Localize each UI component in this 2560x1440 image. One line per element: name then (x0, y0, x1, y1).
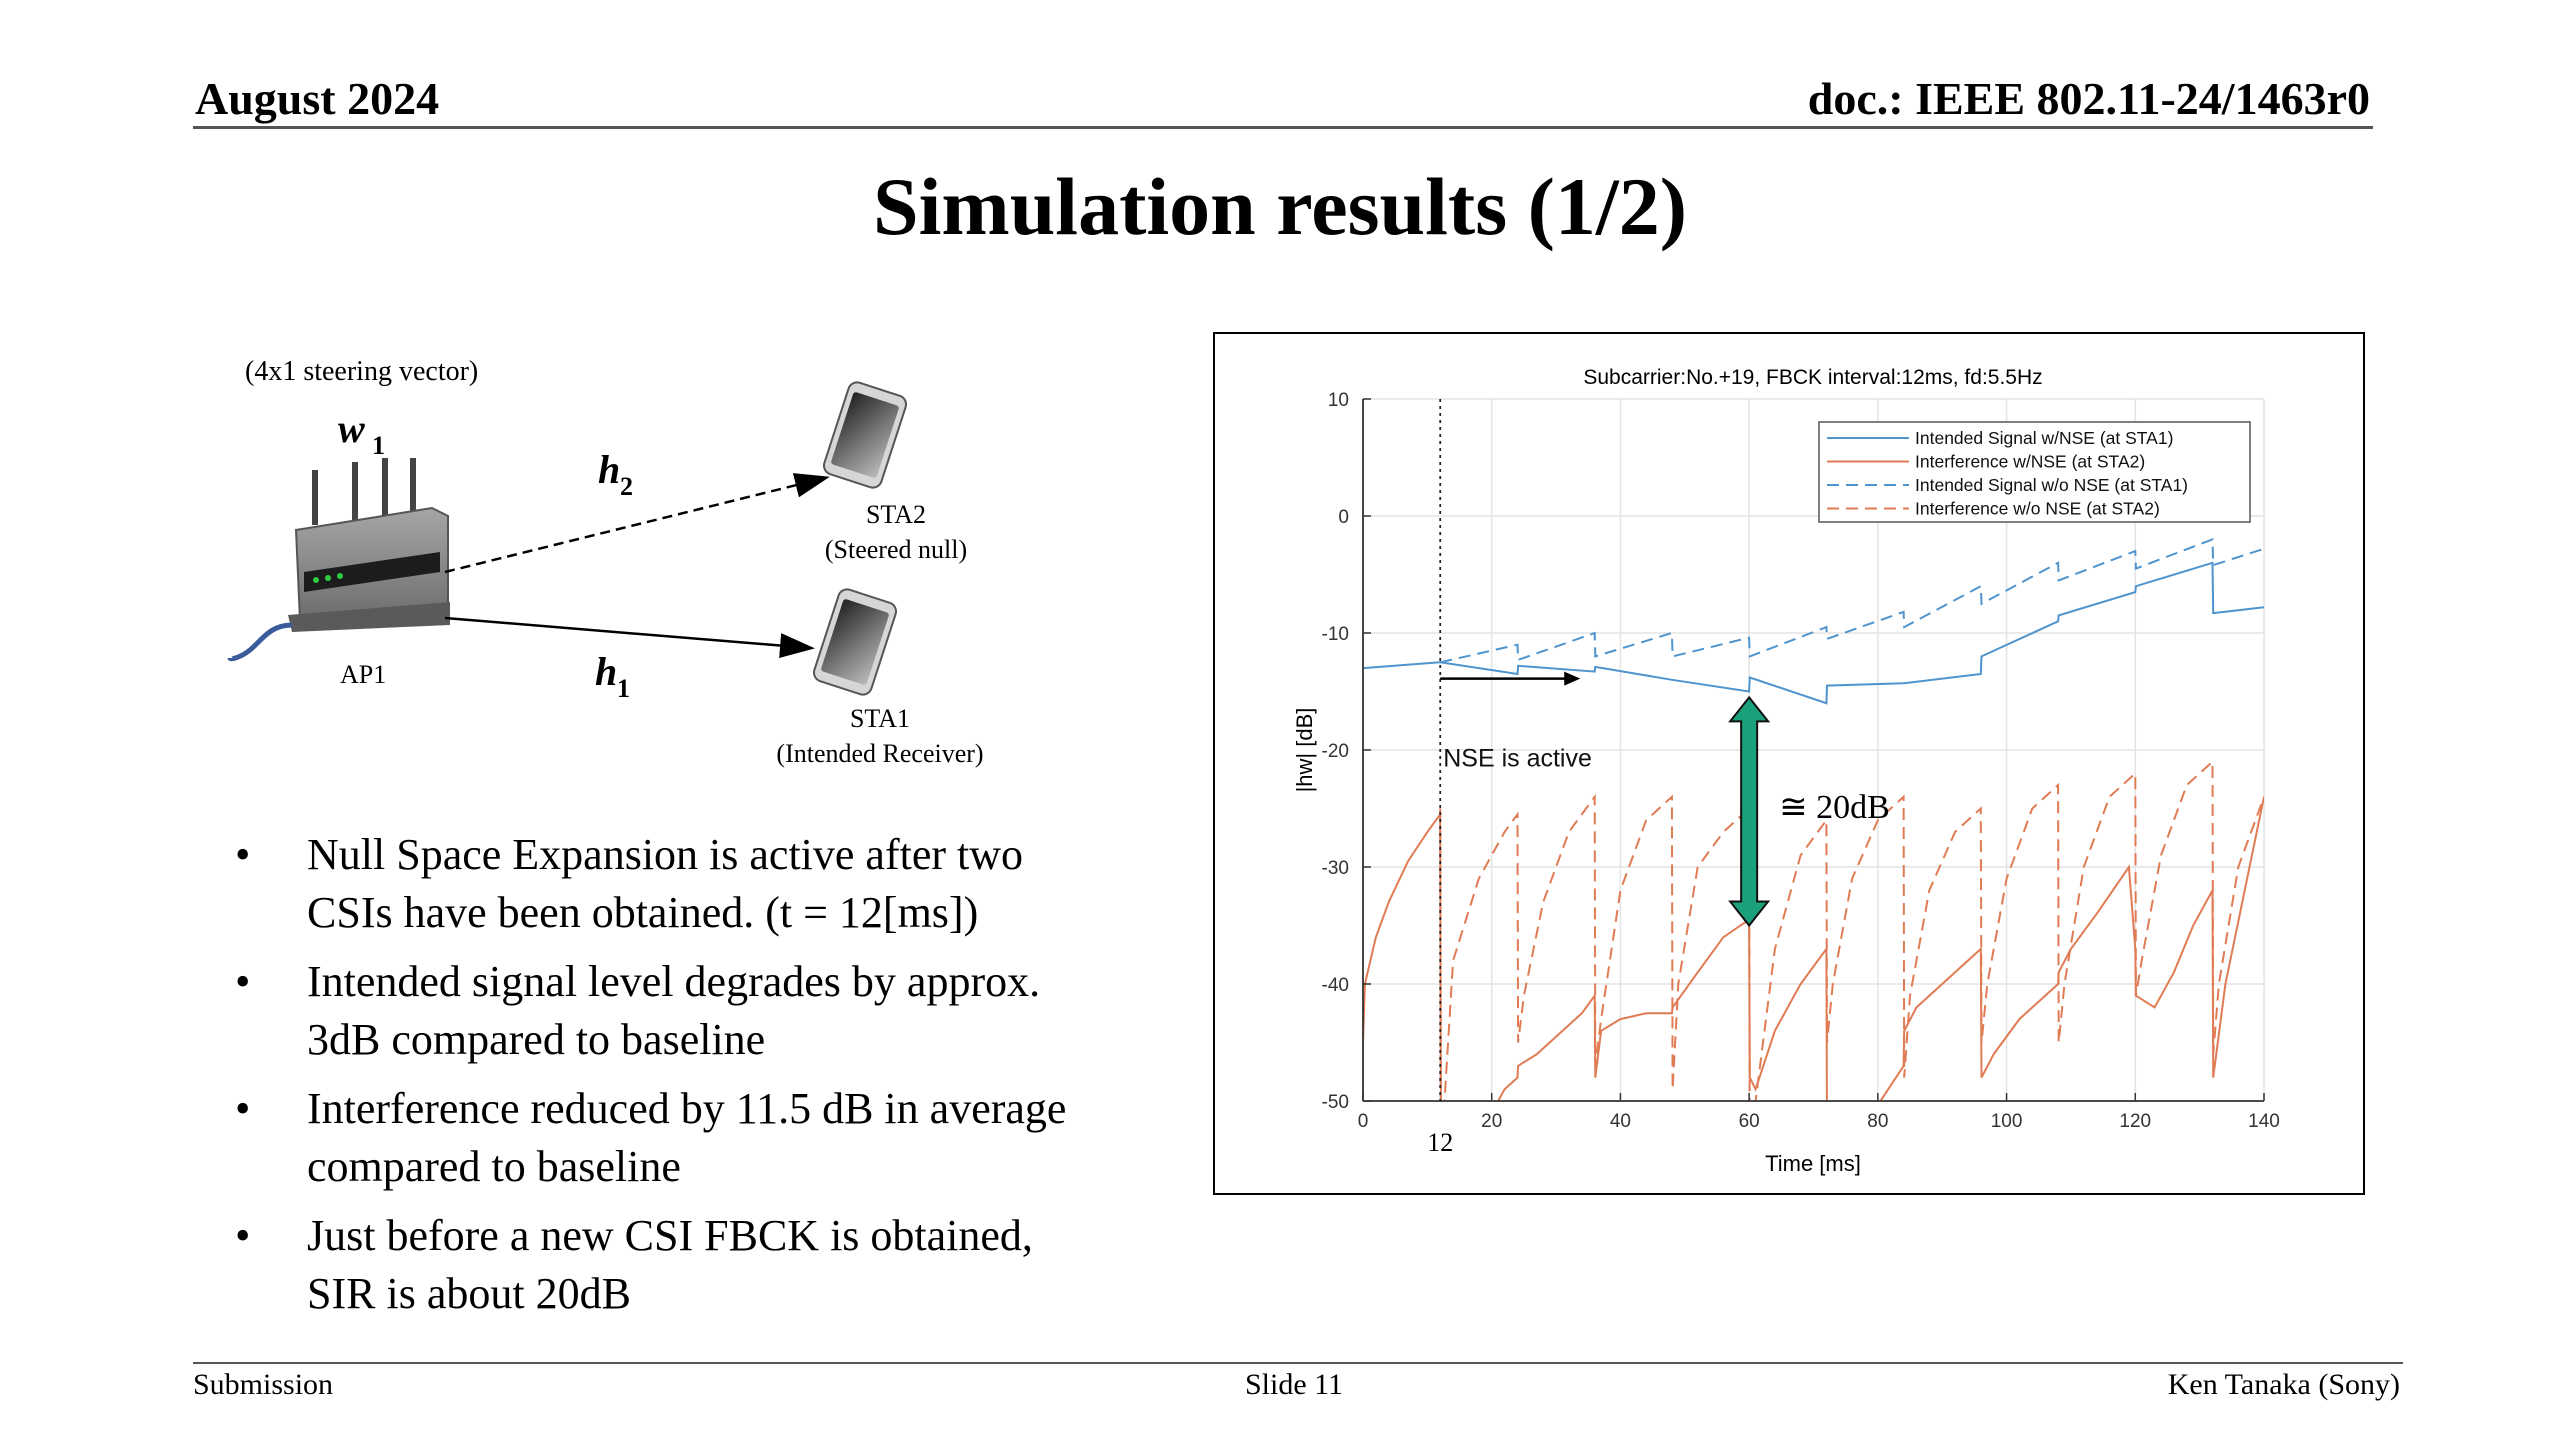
bullet-4-line-2: SIR is about 20dB (307, 1269, 631, 1318)
chart-ylabel: |hw| [dB] (1292, 708, 1317, 793)
x-tick-label: 100 (1991, 1111, 2023, 1132)
marker-label: 12 (1427, 1128, 1453, 1157)
sir-label: ≅ 20dB (1779, 789, 1890, 826)
legend-entry-3: Intended Signal w/o NSE (at STA1) (1915, 475, 2188, 495)
series-line-4 (1439, 759, 2264, 1101)
series-line-3 (1439, 537, 2264, 664)
nse-arrow-head (1564, 671, 1581, 686)
bullet-4-line-1: Just before a new CSI FBCK is obtained, (307, 1211, 1033, 1260)
sta2-name: STA2 (866, 500, 926, 529)
x-tick-label: 120 (2119, 1111, 2151, 1132)
chart-title: Subcarrier:No.+19, FBCK interval:12ms, f… (1583, 366, 2042, 389)
nse-label: NSE is active (1443, 744, 1592, 772)
bullet-2-mark: • (235, 957, 251, 1006)
bullet-3-line-1: Interference reduced by 11.5 dB in avera… (307, 1084, 1067, 1133)
ap-label: AP1 (340, 660, 386, 689)
header-date: August 2024 (195, 73, 440, 124)
svg-text:1: 1 (617, 674, 630, 703)
svg-text:h: h (595, 649, 617, 694)
chart-frame: Subcarrier:No.+19, FBCK interval:12ms, f… (1213, 332, 2365, 1195)
sta1-role: (Intended Receiver) (776, 739, 983, 768)
footer-right: Ken Tanaka (Sony) (2167, 1368, 2400, 1401)
x-tick-label: 20 (1481, 1111, 1502, 1132)
bullet-2-line-2: 3dB compared to baseline (307, 1015, 766, 1064)
y-tick-label: -10 (1322, 624, 1349, 645)
h2-link (444, 473, 830, 574)
bullet-1-line-1: Null Space Expansion is active after two (307, 830, 1024, 879)
y-tick-label: -50 (1322, 1092, 1349, 1113)
svg-text:w: w (338, 406, 365, 451)
x-tick-label: 60 (1739, 1111, 1760, 1132)
legend-entry-1: Intended Signal w/NSE (at STA1) (1915, 428, 2173, 448)
access-point-icon (227, 458, 450, 662)
y-tick-label: 0 (1338, 507, 1349, 528)
steering-label: (4x1 steering vector) (245, 356, 478, 387)
bullet-4-mark: • (235, 1211, 251, 1260)
w-label: w 1 (338, 406, 385, 460)
x-tick-label: 40 (1610, 1111, 1631, 1132)
svg-text:2: 2 (620, 472, 633, 501)
h1-label: h 1 (595, 649, 630, 703)
y-tick-label: -40 (1322, 975, 1349, 996)
legend-entry-4: Interference w/o NSE (at STA2) (1915, 499, 2160, 519)
series-line-1 (1363, 561, 2264, 705)
y-tick-label: -30 (1322, 858, 1349, 879)
x-tick-label: 80 (1867, 1111, 1888, 1132)
h1-link (444, 616, 815, 659)
y-tick-label: 10 (1328, 390, 1349, 411)
footer-rule (193, 1362, 2403, 1364)
sta1-phone-icon (812, 588, 898, 696)
sir-arrow-shape (1728, 695, 1771, 928)
footer-left: Submission (193, 1368, 334, 1401)
y-tick-label: -20 (1322, 741, 1349, 762)
h2-label: h 2 (598, 447, 633, 501)
x-tick-label: 0 (1358, 1111, 1369, 1132)
sta2-role: (Steered null) (825, 535, 967, 564)
series-line-2 (1363, 796, 2264, 1101)
sta2-phone-icon (822, 381, 908, 489)
bullet-3-line-2: compared to baseline (307, 1142, 681, 1191)
network-diagram: (4x1 steering vector) w 1 AP1 h 2 h 1 ST… (227, 356, 984, 768)
sta1-name: STA1 (850, 704, 910, 733)
header-rule (193, 126, 2373, 129)
sir-arrow (1728, 695, 1771, 928)
bullet-3-mark: • (235, 1084, 251, 1133)
bullet-1-mark: • (235, 830, 251, 879)
legend-entry-2: Interference w/NSE (at STA2) (1915, 452, 2145, 472)
svg-text:h: h (598, 447, 620, 492)
bullet-2-line-1: Intended signal level degrades by approx… (307, 957, 1041, 1006)
x-tick-label: 140 (2248, 1111, 2280, 1132)
svg-text:1: 1 (372, 431, 385, 460)
chart-xlabel: Time [ms] (1765, 1151, 1861, 1176)
footer-center: Slide 11 (1244, 1368, 1344, 1401)
slide-title: Simulation results (1/2) (873, 161, 1687, 252)
header-doc: doc.: IEEE 802.11-24/1463r0 (1807, 73, 2370, 124)
bullet-1-line-2: CSIs have been obtained. (t = 12[ms]) (307, 888, 979, 937)
simulation-chart: Subcarrier:No.+19, FBCK interval:12ms, f… (1292, 366, 2280, 1176)
